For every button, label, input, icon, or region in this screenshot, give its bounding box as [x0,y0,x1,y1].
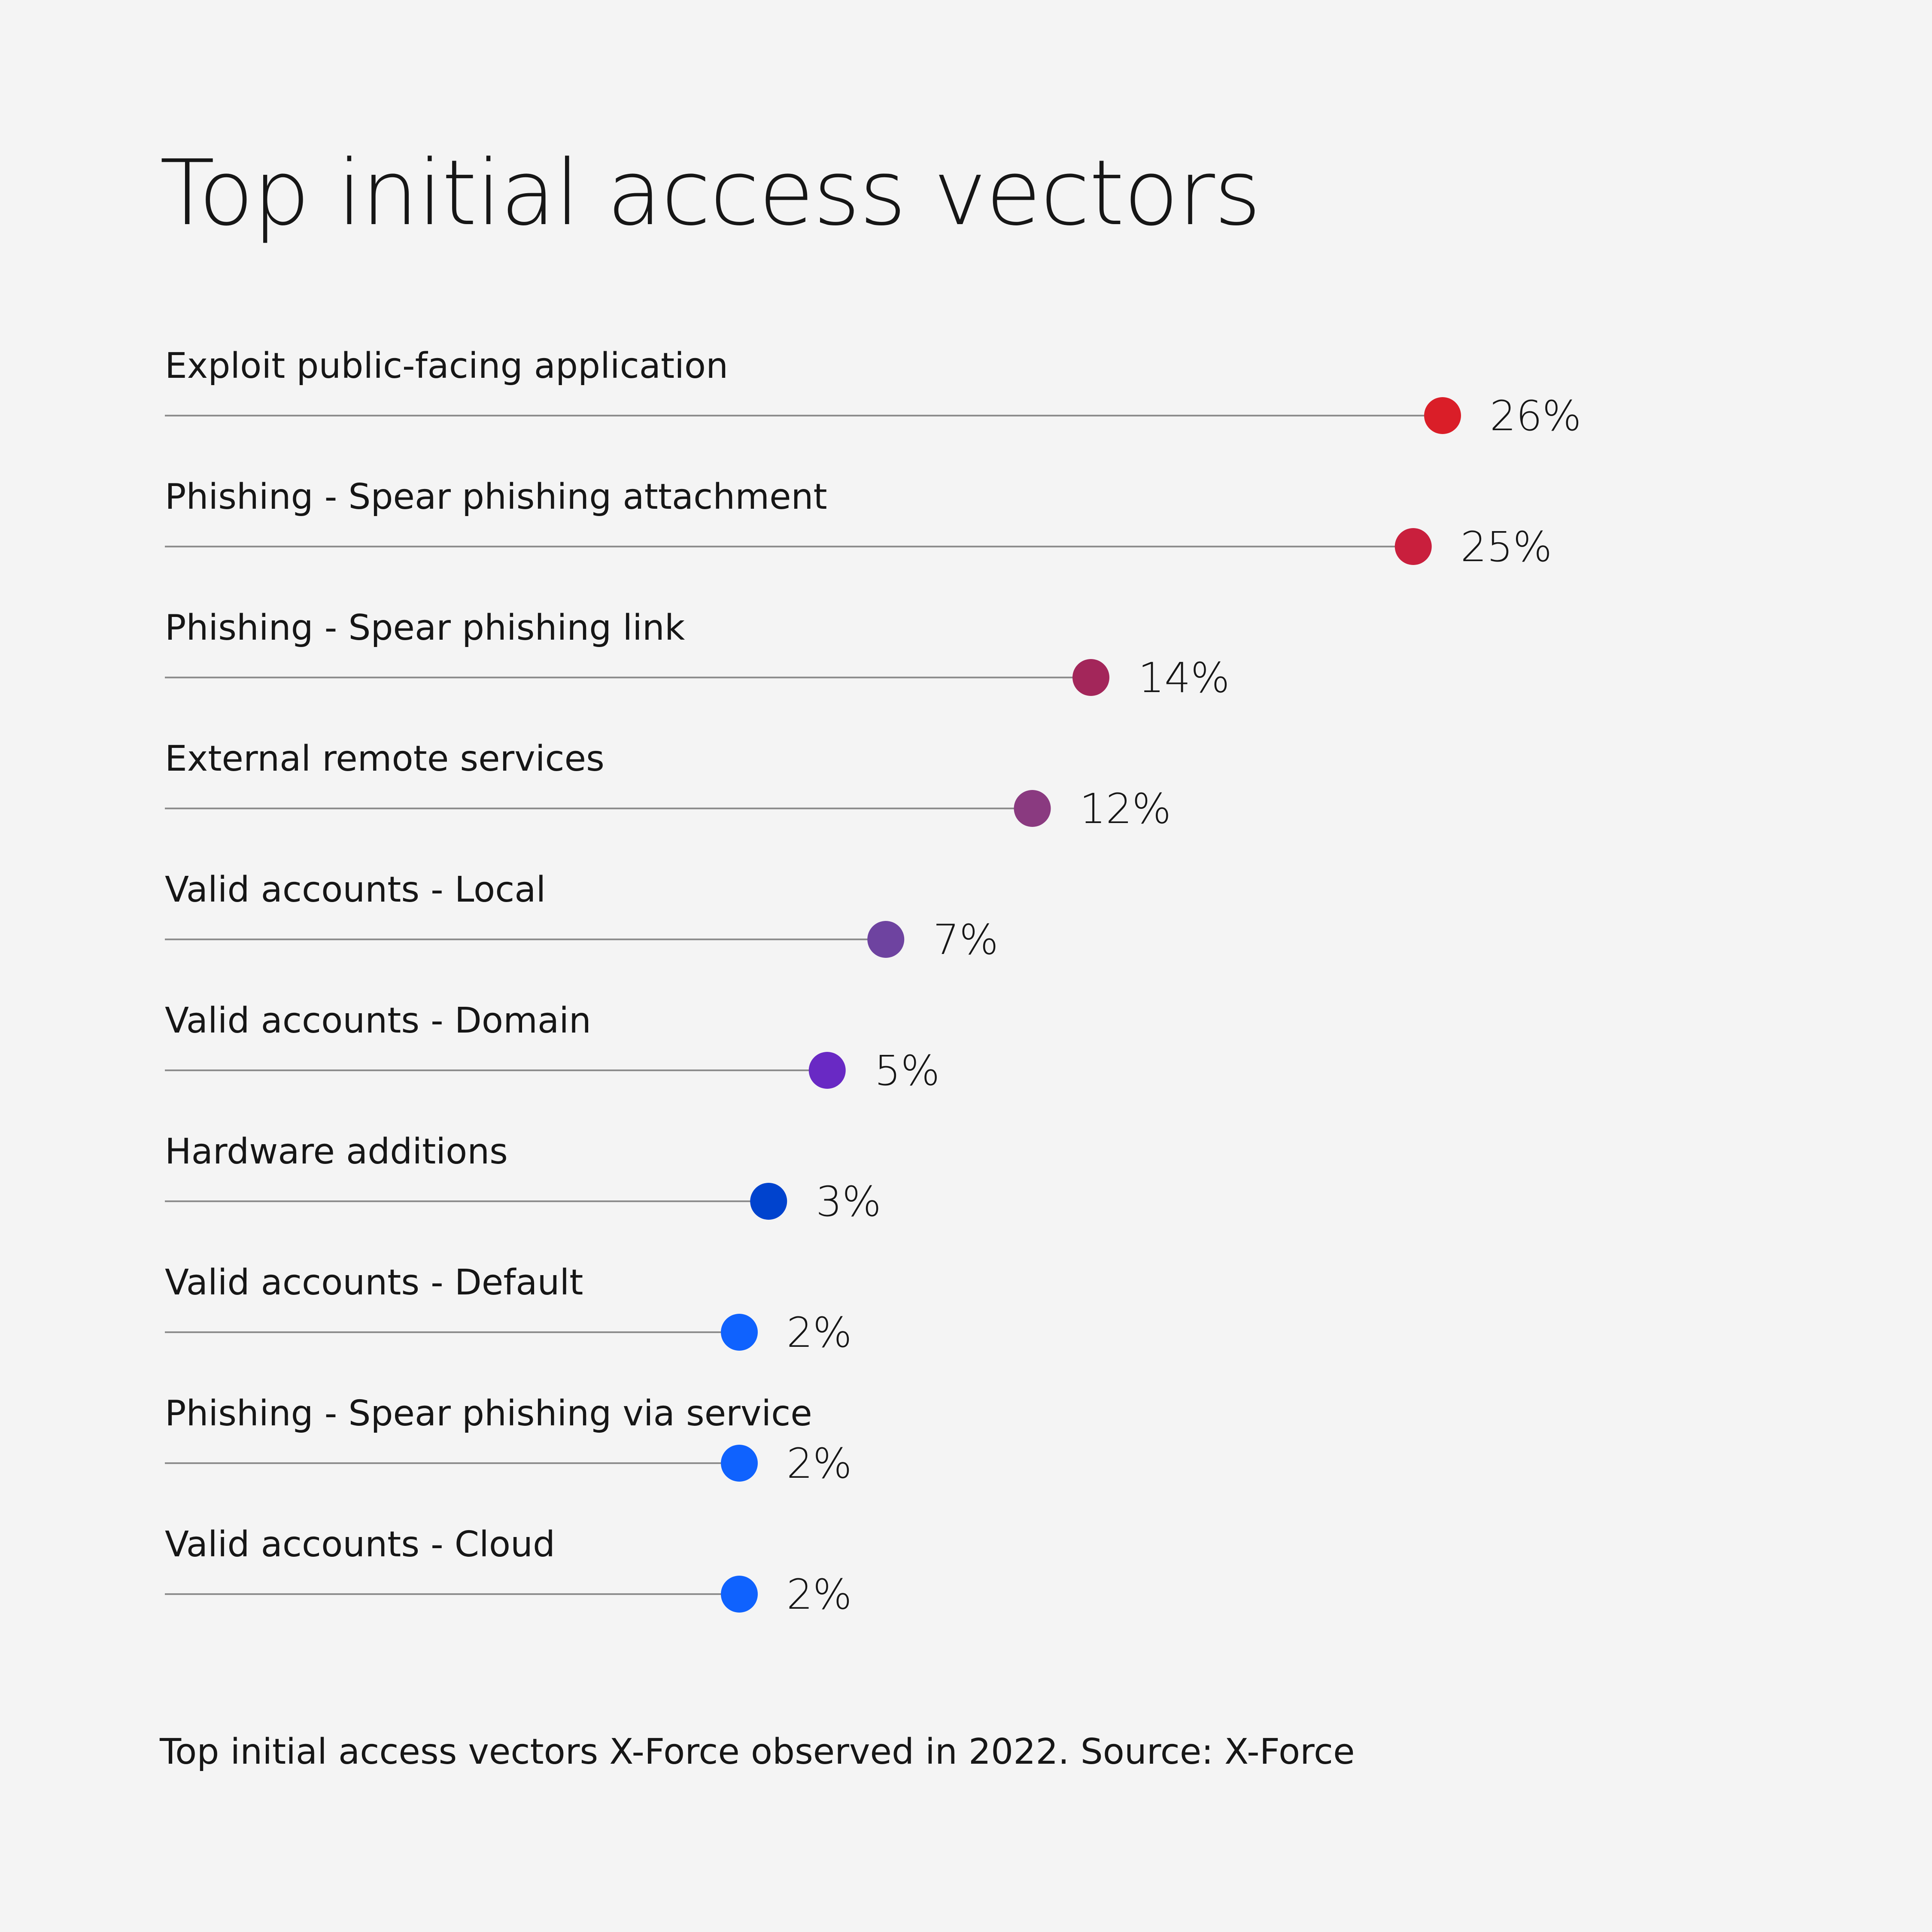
value-label: 7% [933,916,998,964]
chart-row: External remote services 12% [165,738,1171,833]
value-label: 12% [1080,785,1171,833]
data-point [750,1183,787,1220]
data-point [721,1314,758,1351]
chart-row: Valid accounts - Cloud 2% [165,1524,852,1619]
chart-row: Hardware additions 3% [165,1131,881,1226]
value-label: 25% [1461,523,1552,571]
value-label: 2% [787,1440,852,1488]
chart-caption: Top initial access vectors X-Force obser… [160,1732,1355,1772]
data-point [721,1576,758,1613]
data-point [721,1445,758,1482]
category-label: Valid accounts - Domain [165,1000,591,1041]
value-label: 2% [787,1309,852,1357]
value-label: 26% [1490,392,1581,440]
chart-row: Phishing - Spear phishing via service 2% [165,1393,852,1488]
data-point [808,1052,846,1089]
chart-row: Valid accounts - Local 7% [165,869,999,964]
chart-row: Valid accounts - Default 2% [165,1262,852,1357]
data-point [1424,397,1461,434]
category-label: Valid accounts - Default [165,1262,583,1303]
value-label: 14% [1138,654,1230,702]
data-point [1394,528,1432,565]
value-label: 3% [816,1178,881,1226]
chart-row: Phishing - Spear phishing link 14% [165,608,1230,702]
category-label: Phishing - Spear phishing link [165,608,685,648]
data-point [1072,659,1109,696]
category-label: Hardware additions [165,1131,508,1172]
category-label: Valid accounts - Cloud [165,1524,555,1565]
chart-title: Top initial access vectors [160,140,1261,246]
data-point [867,921,905,958]
value-label: 5% [875,1047,940,1095]
category-label: Exploit public-facing application [165,346,728,386]
category-label: Valid accounts - Local [165,869,546,910]
chart-row: Phishing - Spear phishing attachment 25% [165,477,1552,571]
category-label: Phishing - Spear phishing attachment [165,477,827,517]
chart-row: Exploit public-facing application 26% [165,346,1581,440]
chart-row: Valid accounts - Domain 5% [165,1000,940,1095]
category-label: Phishing - Spear phishing via service [165,1393,812,1434]
data-point [1014,790,1051,827]
category-label: External remote services [165,738,605,779]
value-label: 2% [787,1571,852,1619]
